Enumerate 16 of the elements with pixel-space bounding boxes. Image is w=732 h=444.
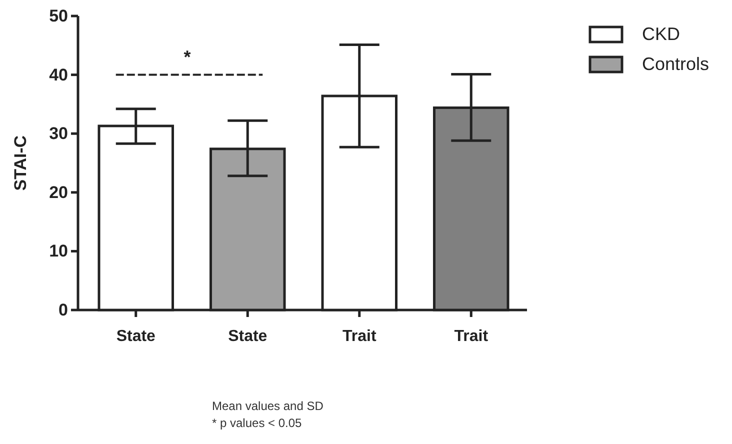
legend-label: Controls [642,54,710,74]
x-tick-label: Trait [454,328,489,345]
y-tick-label: 40 [49,65,68,84]
x-tick-label: State [228,328,268,345]
y-tick-label: 20 [49,182,68,202]
x-tick-label: Trait [342,328,377,345]
legend-label: CKD [642,24,680,44]
y-tick-label: 50 [49,6,68,26]
text: * p values < 0.05 [212,416,302,430]
text: Mean values and SD [212,399,324,413]
y-tick-label: 30 [49,124,68,144]
y-tick-label: 0 [58,300,68,320]
y-tick-label: 10 [49,242,68,261]
y-axis-title: STAI-C [11,135,30,191]
annotation: * [184,46,191,67]
x-tick-label: State [116,328,156,345]
